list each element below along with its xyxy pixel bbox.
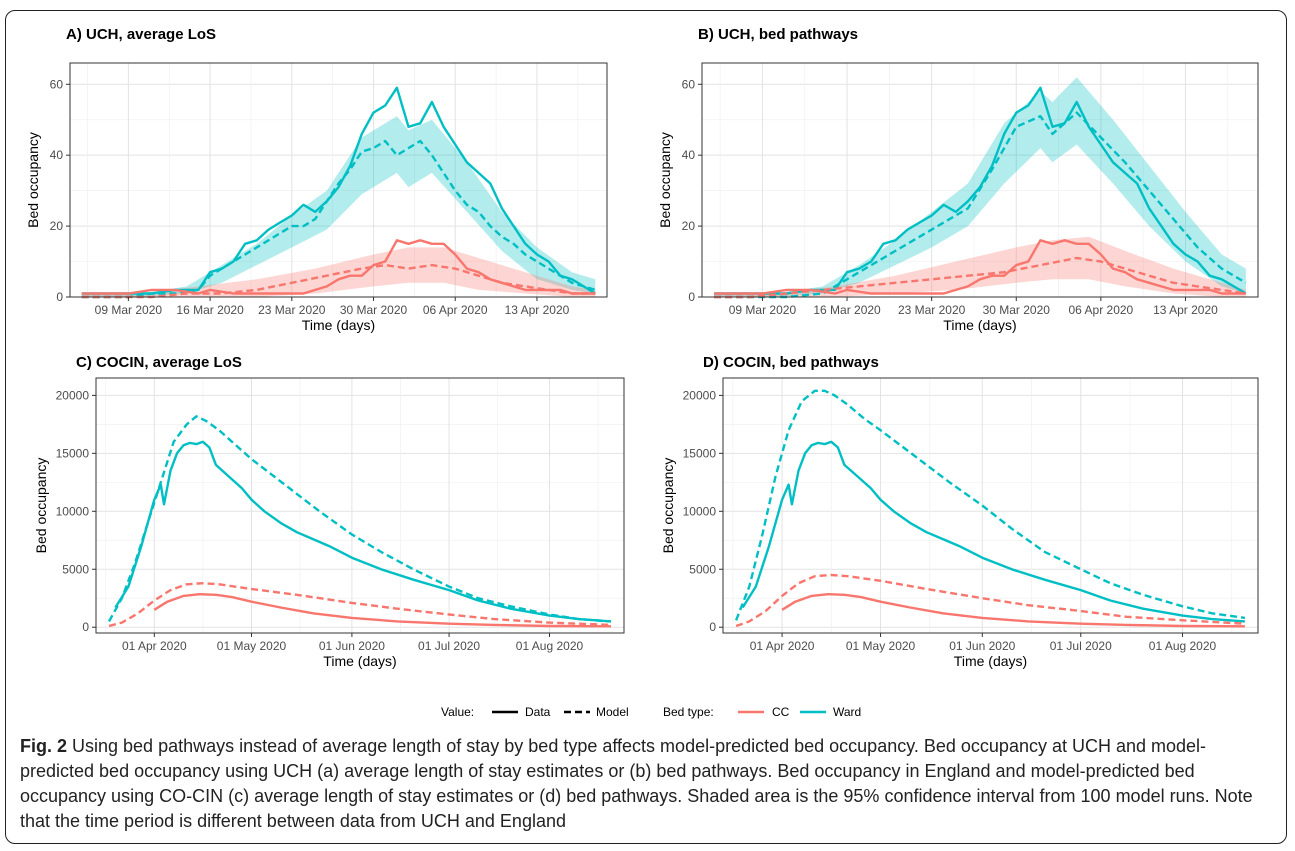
y-tick-label: 5000 bbox=[62, 562, 89, 576]
x-tick-label: 16 Mar 2020 bbox=[813, 303, 881, 317]
legend-bed-title: Bed type: bbox=[663, 705, 714, 719]
x-axis-title: Time (days) bbox=[323, 653, 396, 669]
x-tick-label: 01 Aug 2020 bbox=[1149, 639, 1217, 653]
x-tick-label: 01 Jun 2020 bbox=[949, 639, 1015, 653]
y-tick-label: 0 bbox=[709, 620, 716, 634]
series-line-cc-model bbox=[714, 256, 1247, 299]
panel-title: A) UCH, average LoS bbox=[66, 26, 216, 43]
series-line-ward-data bbox=[714, 86, 1247, 295]
x-tick-label: 01 Aug 2020 bbox=[516, 639, 584, 653]
series-line-cc-data bbox=[153, 593, 612, 628]
plot-area bbox=[96, 378, 624, 633]
x-tick-label: 30 Mar 2020 bbox=[983, 303, 1051, 317]
panel-title: C) COCIN, average LoS bbox=[76, 354, 242, 371]
y-tick-label: 20000 bbox=[683, 388, 717, 402]
legend-value-title: Value: bbox=[441, 705, 474, 719]
x-tick-label: 01 Apr 2020 bbox=[122, 639, 187, 653]
confidence-band-cc bbox=[714, 236, 1246, 297]
y-axis-title: Bed occupancy bbox=[657, 132, 673, 228]
series-line-ward-model bbox=[714, 111, 1247, 299]
plot-area bbox=[702, 63, 1258, 297]
legend-label-model: Model bbox=[596, 705, 629, 719]
series-line-ward-model bbox=[107, 415, 612, 623]
plot-area bbox=[70, 63, 607, 297]
figure-canvas: A) UCH, average LoS 0 20 40 60 09 Mar 2020 16 … bbox=[25, 26, 1259, 719]
y-tick-label: 20 bbox=[50, 219, 64, 233]
y-tick-label: 10000 bbox=[56, 504, 90, 518]
series-line-cc-data bbox=[81, 239, 596, 295]
panel-border bbox=[701, 62, 1259, 298]
y-tick-label: 0 bbox=[56, 290, 63, 304]
series-line-ward-data bbox=[741, 440, 1245, 623]
y-tick-label: 40 bbox=[682, 148, 696, 162]
confidence-band-ward bbox=[81, 116, 596, 297]
chart-panel-3: D) COCIN, bed pathways 0 5000 10000 15000 200… bbox=[660, 354, 1259, 669]
x-tick-label: 13 Apr 2020 bbox=[505, 303, 570, 317]
legend-label-cc: CC bbox=[772, 705, 790, 719]
x-tick-label: 09 Mar 2020 bbox=[95, 303, 163, 317]
y-tick-label: 60 bbox=[50, 77, 64, 91]
legend-label-ward: Ward bbox=[833, 705, 861, 719]
legend: Value: Data Model Bed type: CC Ward bbox=[441, 705, 861, 719]
figure-frame bbox=[5, 10, 1287, 844]
chart-panel-0: A) UCH, average LoS 0 20 40 60 09 Mar 2020 16 … bbox=[25, 26, 608, 333]
x-tick-label: 23 Mar 2020 bbox=[898, 303, 966, 317]
x-tick-label: 01 Apr 2020 bbox=[750, 639, 815, 653]
y-tick-label: 0 bbox=[688, 290, 695, 304]
x-tick-label: 06 Apr 2020 bbox=[423, 303, 488, 317]
x-tick-label: 01 May 2020 bbox=[846, 639, 916, 653]
panel-border bbox=[95, 377, 625, 634]
x-tick-label: 06 Apr 2020 bbox=[1069, 303, 1134, 317]
series-line-ward-model bbox=[81, 139, 596, 299]
panel-title: B) UCH, bed pathways bbox=[698, 26, 858, 43]
y-tick-label: 60 bbox=[682, 77, 696, 91]
series-line-cc-model bbox=[108, 582, 612, 628]
chart-panel-2: C) COCIN, average LoS 0 5000 10000 15000 2000… bbox=[33, 354, 625, 669]
x-tick-label: 16 Mar 2020 bbox=[176, 303, 244, 317]
x-tick-label: 01 Jul 2020 bbox=[1050, 639, 1112, 653]
y-tick-label: 10000 bbox=[683, 504, 717, 518]
x-axis-title: Time (days) bbox=[954, 653, 1027, 669]
x-axis-title: Time (days) bbox=[302, 317, 375, 333]
series-line-cc-model bbox=[81, 263, 596, 299]
y-axis-title: Bed occupancy bbox=[33, 458, 49, 554]
figure-caption: Fig. 2 Using bed pathways instead of ave… bbox=[20, 734, 1270, 834]
y-tick-label: 15000 bbox=[683, 446, 717, 460]
legend-label-data: Data bbox=[525, 705, 551, 719]
y-axis-title: Bed occupancy bbox=[25, 132, 41, 228]
x-tick-label: 13 Apr 2020 bbox=[1153, 303, 1218, 317]
panel-border bbox=[69, 62, 608, 298]
series-line-ward-model bbox=[734, 389, 1246, 621]
gridlines bbox=[70, 63, 607, 298]
y-tick-label: 15000 bbox=[56, 446, 90, 460]
caption-text: Using bed pathways instead of average le… bbox=[20, 736, 1253, 831]
x-tick-label: 09 Mar 2020 bbox=[729, 303, 797, 317]
x-tick-label: 01 Jun 2020 bbox=[319, 639, 385, 653]
caption-label: Fig. 2 bbox=[20, 736, 68, 756]
panel-border bbox=[722, 377, 1259, 634]
chart-panel-1: B) UCH, bed pathways 0 20 40 60 09 Mar 2020 16… bbox=[657, 26, 1259, 333]
y-tick-label: 20 bbox=[682, 219, 696, 233]
series-line-cc-data bbox=[714, 239, 1246, 295]
x-tick-label: 30 Mar 2020 bbox=[340, 303, 408, 317]
x-axis-title: Time (days) bbox=[943, 317, 1016, 333]
y-tick-label: 0 bbox=[82, 620, 89, 634]
series-line-ward-data bbox=[81, 86, 596, 295]
plot-area bbox=[723, 378, 1258, 633]
x-tick-label: 23 Mar 2020 bbox=[258, 303, 326, 317]
panel-title: D) COCIN, bed pathways bbox=[703, 354, 879, 371]
series-line-cc-model bbox=[735, 573, 1245, 628]
series-line-ward-data bbox=[114, 440, 612, 623]
y-axis-title: Bed occupancy bbox=[660, 458, 676, 554]
y-tick-label: 5000 bbox=[689, 562, 716, 576]
x-tick-label: 01 May 2020 bbox=[217, 639, 287, 653]
y-tick-label: 20000 bbox=[56, 388, 90, 402]
x-tick-label: 01 Jul 2020 bbox=[418, 639, 480, 653]
series-line-cc-data bbox=[781, 593, 1245, 628]
y-tick-label: 40 bbox=[50, 148, 64, 162]
